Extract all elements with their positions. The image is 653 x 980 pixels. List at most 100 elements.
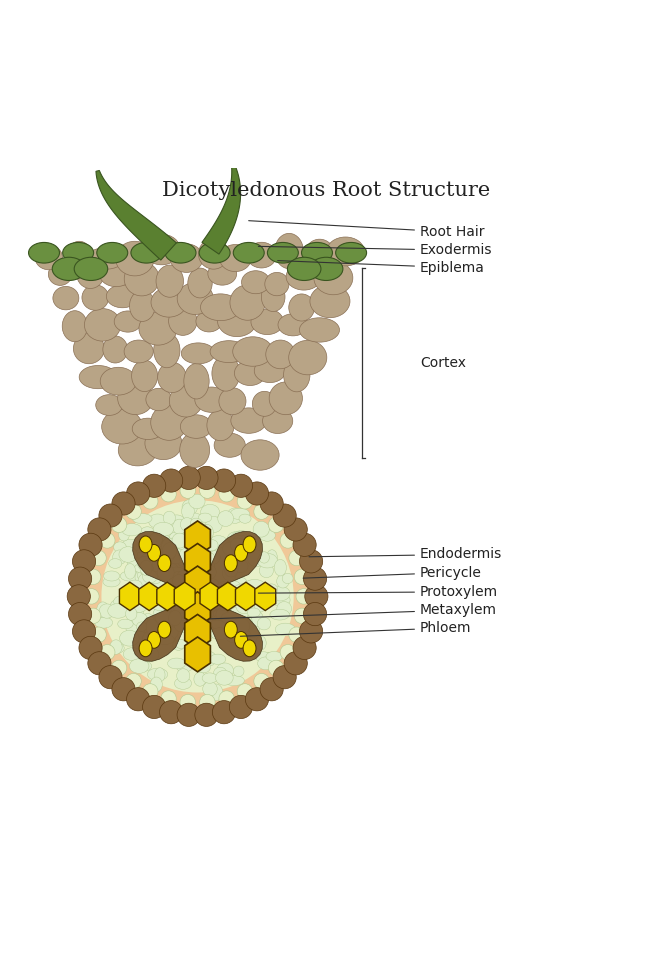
Ellipse shape [151, 405, 187, 440]
Ellipse shape [74, 258, 108, 280]
Ellipse shape [184, 364, 209, 399]
Ellipse shape [265, 584, 278, 595]
Ellipse shape [289, 294, 315, 321]
Ellipse shape [196, 583, 213, 596]
Ellipse shape [116, 241, 154, 276]
Ellipse shape [169, 384, 202, 417]
Ellipse shape [295, 609, 310, 623]
Ellipse shape [158, 564, 169, 573]
Ellipse shape [159, 469, 183, 492]
Ellipse shape [230, 532, 248, 548]
Ellipse shape [170, 571, 187, 587]
Ellipse shape [242, 616, 253, 628]
Ellipse shape [231, 615, 251, 626]
Ellipse shape [295, 569, 310, 585]
Ellipse shape [172, 574, 185, 587]
Ellipse shape [172, 519, 186, 534]
Ellipse shape [182, 500, 198, 514]
Ellipse shape [247, 608, 260, 617]
Ellipse shape [142, 613, 154, 629]
Ellipse shape [234, 361, 266, 385]
Polygon shape [199, 598, 263, 662]
Ellipse shape [201, 524, 214, 541]
Polygon shape [185, 566, 210, 601]
Ellipse shape [227, 622, 247, 635]
Ellipse shape [272, 593, 290, 607]
Ellipse shape [195, 704, 218, 726]
Ellipse shape [206, 598, 219, 611]
Ellipse shape [165, 242, 196, 263]
Ellipse shape [126, 504, 141, 519]
Ellipse shape [139, 640, 152, 657]
Ellipse shape [231, 592, 249, 606]
Ellipse shape [180, 695, 195, 710]
Ellipse shape [206, 623, 216, 638]
Ellipse shape [193, 584, 204, 600]
Ellipse shape [139, 312, 177, 345]
Ellipse shape [289, 550, 304, 565]
Ellipse shape [216, 608, 234, 621]
Ellipse shape [195, 558, 214, 572]
Ellipse shape [188, 538, 202, 554]
Ellipse shape [221, 612, 241, 624]
Ellipse shape [146, 619, 158, 635]
Ellipse shape [233, 666, 244, 676]
Ellipse shape [229, 598, 243, 612]
Ellipse shape [148, 514, 167, 528]
Ellipse shape [260, 492, 283, 515]
Polygon shape [236, 582, 257, 611]
Ellipse shape [188, 592, 199, 604]
Ellipse shape [86, 609, 101, 623]
Ellipse shape [163, 592, 178, 604]
Ellipse shape [239, 514, 251, 523]
Ellipse shape [180, 415, 212, 438]
Polygon shape [185, 637, 210, 672]
Ellipse shape [207, 410, 234, 441]
Ellipse shape [196, 602, 207, 612]
Ellipse shape [215, 615, 229, 624]
Ellipse shape [302, 242, 332, 263]
Ellipse shape [280, 645, 296, 660]
Ellipse shape [138, 574, 150, 590]
Ellipse shape [151, 599, 168, 611]
Ellipse shape [99, 533, 115, 548]
Ellipse shape [197, 554, 209, 568]
Ellipse shape [103, 576, 120, 587]
Ellipse shape [275, 233, 304, 269]
Ellipse shape [191, 602, 210, 612]
Ellipse shape [143, 234, 180, 265]
Ellipse shape [136, 622, 147, 631]
Ellipse shape [287, 258, 321, 280]
Ellipse shape [165, 605, 176, 615]
Ellipse shape [180, 614, 197, 631]
Ellipse shape [195, 466, 218, 490]
Ellipse shape [134, 564, 153, 573]
Ellipse shape [200, 695, 215, 710]
Ellipse shape [163, 512, 176, 525]
Ellipse shape [193, 633, 210, 648]
Ellipse shape [111, 517, 127, 532]
Ellipse shape [141, 527, 154, 536]
Ellipse shape [174, 620, 192, 632]
Ellipse shape [140, 554, 151, 568]
Ellipse shape [217, 599, 236, 611]
Ellipse shape [99, 504, 122, 527]
Ellipse shape [260, 677, 283, 701]
Ellipse shape [179, 540, 196, 556]
Ellipse shape [69, 567, 91, 590]
Ellipse shape [270, 610, 289, 620]
Ellipse shape [202, 578, 219, 591]
Ellipse shape [188, 269, 212, 298]
Ellipse shape [204, 539, 217, 552]
Ellipse shape [197, 597, 217, 613]
Ellipse shape [153, 333, 180, 368]
Ellipse shape [265, 272, 289, 296]
Ellipse shape [48, 263, 72, 285]
Ellipse shape [62, 311, 88, 342]
Ellipse shape [160, 607, 179, 623]
Ellipse shape [151, 562, 163, 571]
Ellipse shape [225, 621, 237, 638]
Ellipse shape [163, 543, 176, 560]
Ellipse shape [208, 620, 226, 633]
Ellipse shape [214, 667, 227, 678]
